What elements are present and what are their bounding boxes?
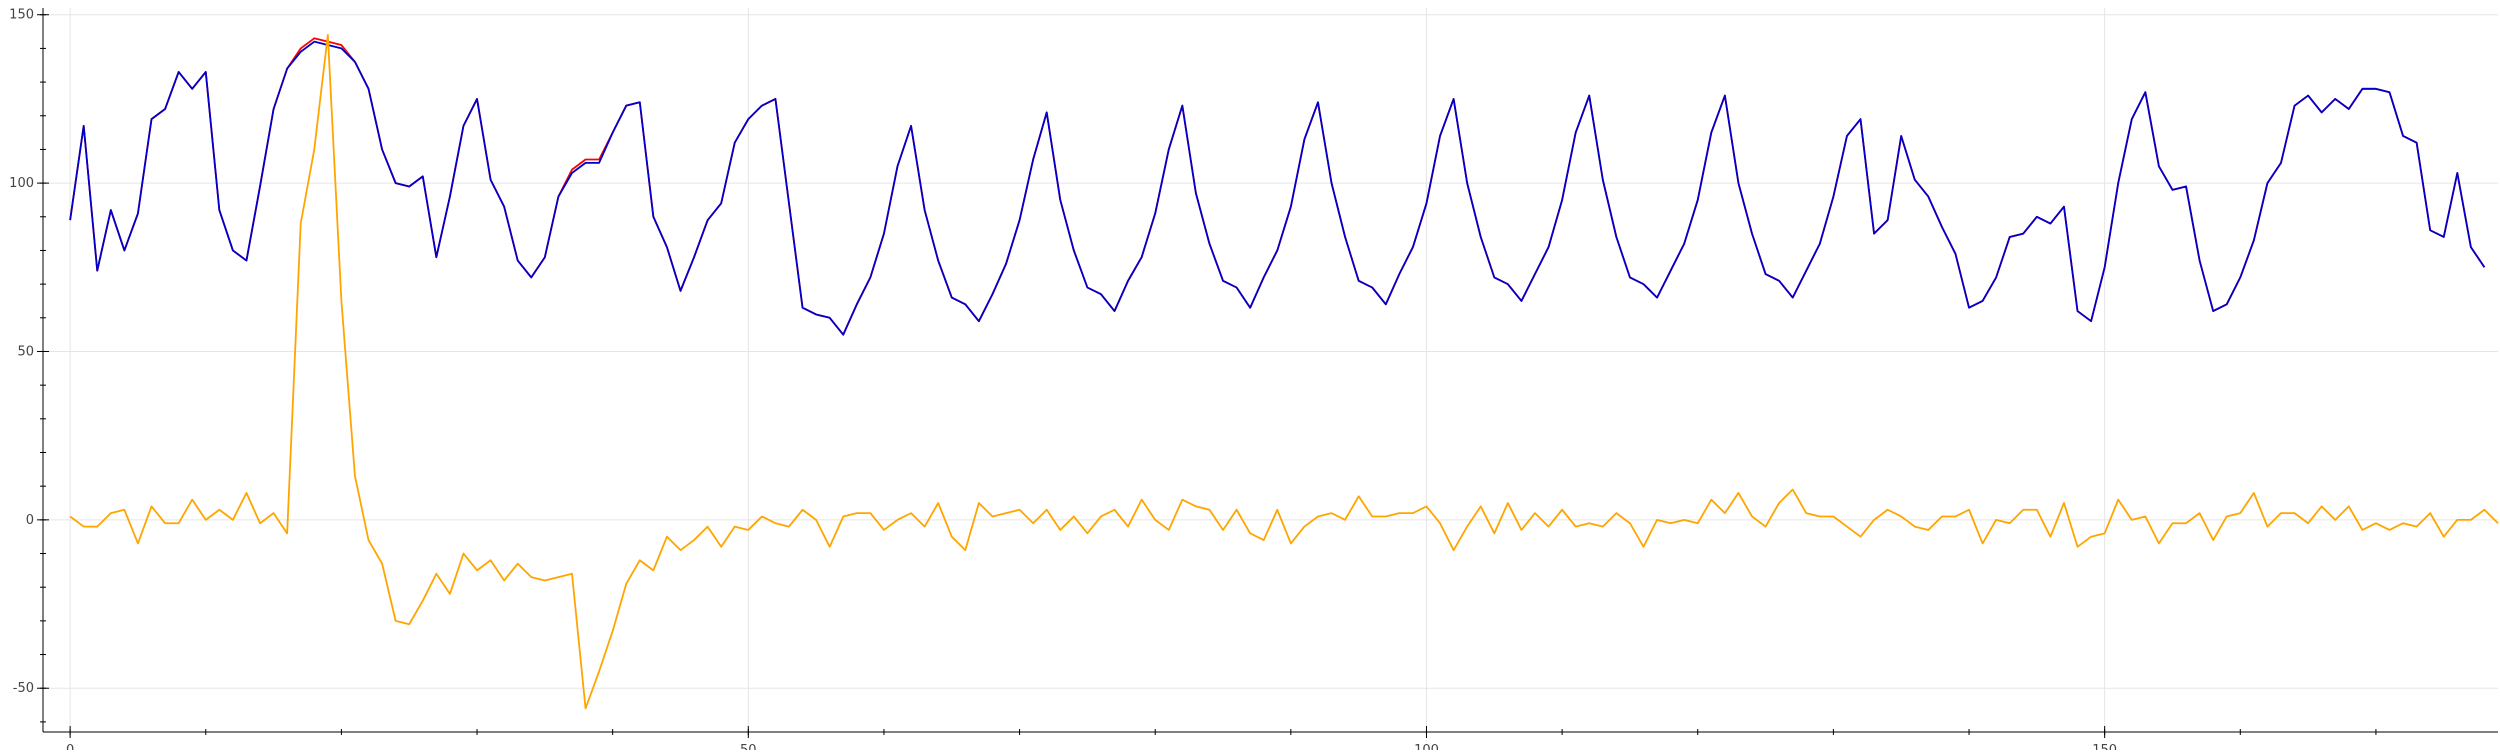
- grid: [43, 8, 2498, 732]
- series-line-1: [69, 37, 2486, 336]
- x-tick-label: 0: [66, 743, 74, 750]
- axes: 0 50 100 150 -50 0 50 100 150: [9, 8, 2498, 754]
- x-tick-label: 100: [1414, 743, 1439, 750]
- series-lines: [69, 34, 2499, 710]
- x-tick-label: 50: [740, 743, 757, 750]
- series-line-3: [69, 34, 2499, 710]
- series-line-2: [69, 40, 2486, 336]
- y-tick-label: -50: [13, 681, 34, 696]
- y-tick-label: 0: [26, 513, 34, 528]
- y-tick-label: 150: [9, 8, 34, 23]
- x-tick-label: 150: [2092, 743, 2117, 750]
- y-tick-label: 50: [17, 344, 34, 359]
- y-tick-label: 100: [9, 176, 34, 191]
